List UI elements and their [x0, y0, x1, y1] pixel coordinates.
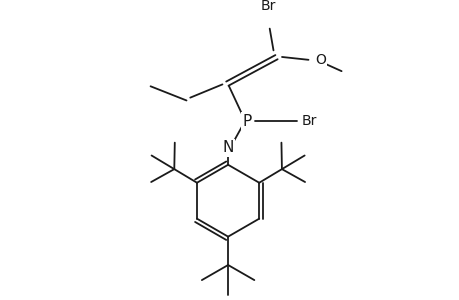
- Text: Br: Br: [301, 114, 317, 128]
- Text: Br: Br: [260, 0, 275, 14]
- Text: O: O: [314, 53, 325, 67]
- Text: N: N: [222, 140, 233, 155]
- Text: P: P: [242, 114, 251, 129]
